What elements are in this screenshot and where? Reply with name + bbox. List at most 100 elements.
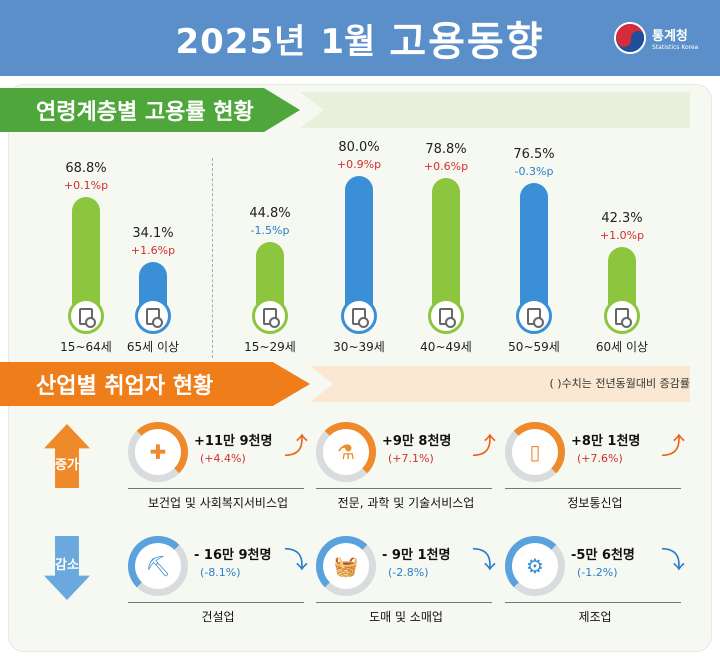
bar-value-label: 78.8% (425, 142, 467, 158)
title-month: 1월 (320, 21, 376, 62)
age-bar-group: 42.3% +1.0%p 60세 이상 (582, 140, 662, 355)
progress-ring-fill (316, 536, 376, 596)
decrease-label: 감소 (55, 558, 79, 573)
document-search-icon (516, 298, 552, 334)
bar-category-label: 65세 이상 (126, 340, 180, 354)
age-employment-chart: 68.8% +0.1%p 15~64세 34.1% +1.6%p 65세 이상 44.8% -… (0, 140, 720, 355)
industry-rate: (+7.6%) (577, 452, 623, 465)
industry-name: 도매 및 소매업 (369, 610, 443, 624)
document-search-icon (252, 298, 288, 334)
bar-value-label: 68.8% (65, 161, 107, 176)
bar-value-label: 34.1% (132, 226, 174, 242)
page-title: 2025년 1월 고용동향 (0, 0, 720, 76)
industry-decrease-item: 🧺 - 9만 1천명 (-2.8%) ⤵ 도매 및 소매업 (316, 536, 496, 626)
bar-change-label: +0.9%p (336, 158, 382, 171)
document-search-icon (135, 298, 171, 334)
bar-value-label: 80.0% (338, 140, 380, 155)
rate-note: ( )수치는 전년동월대비 증감률 (549, 377, 690, 390)
statistics-korea-logo: 통계청 Statistics Korea (614, 18, 706, 58)
age-bar-group: 76.5% -0.3%p 50~59세 (494, 140, 574, 355)
underline (505, 488, 681, 489)
section-industry-title: 산업별 취업자 현황 (36, 374, 214, 399)
chart-divider (212, 158, 213, 358)
decrease-arrow-icon: 감소 (44, 536, 90, 600)
industry-name: 정보통신업 (567, 496, 623, 510)
progress-ring-fill (316, 422, 376, 482)
trend-up-arrow-icon: ⤴ (661, 432, 685, 460)
age-bar-group: 44.8% -1.5%p 15~29세 (230, 140, 310, 355)
logo-text-en: Statistics Korea (652, 44, 699, 51)
age-bar-group: 80.0% +0.9%p 30~39세 (319, 140, 399, 355)
industry-amount: +8만 1천명 (571, 434, 641, 449)
underline (128, 602, 304, 603)
bar-category-label: 50~59세 (508, 340, 560, 354)
bar-change-label: -0.3%p (514, 164, 554, 178)
first-aid-kit-icon: ✚ (149, 440, 167, 464)
industry-amount: +9만 8천명 (382, 434, 452, 449)
age-bar-group: 78.8% +0.6%p 40~49세 (406, 140, 486, 355)
trend-up-arrow-icon: ⤴ (284, 432, 308, 460)
industry-rate: (-1.2%) (577, 566, 618, 579)
industry-name: 건설업 (201, 610, 235, 624)
bar-change-label: +1.6%p (130, 244, 176, 258)
section-age-banner: 연령계층별 고용률 현황 (0, 88, 690, 132)
trend-up-arrow-icon: ⤴ (472, 432, 496, 460)
bar-change-label: +0.6%p (423, 160, 469, 174)
section-age-title: 연령계층별 고용률 현황 (36, 100, 254, 125)
industry-decrease-item: ⚙ -5만 6천명 (-1.2%) ⤵ 제조업 (505, 536, 685, 626)
bar-change-label: -1.5%p (250, 224, 290, 237)
industry-increase-item: ✚ +11만 9천명 (+4.4%) ⤴ 보건업 및 사회복지서비스업 (128, 422, 308, 512)
bar-category-label: 30~39세 (333, 340, 385, 354)
increase-arrow-icon: 증가 (44, 424, 90, 488)
industry-name: 전문, 과학 및 기술서비스업 (337, 496, 475, 510)
progress-ring-fill (128, 536, 188, 596)
document-search-icon (341, 298, 377, 334)
bar-change-label: +0.1%p (63, 179, 109, 192)
title-topic: 고용동향 (389, 19, 545, 65)
age-bar-group: 34.1% +1.6%p 65세 이상 (113, 140, 193, 355)
shopping-basket-icon: 🧺 (333, 554, 359, 578)
industry-rate: (+4.4%) (200, 452, 246, 465)
trend-down-arrow-icon: ⤵ (472, 546, 496, 574)
underline (316, 602, 492, 603)
underline (505, 602, 681, 603)
bar-value-label: 76.5% (513, 146, 555, 162)
industry-increase-item: ▯ +8만 1천명 (+7.6%) ⤴ 정보통신업 (505, 422, 685, 512)
logo-text-ko: 통계청 (652, 29, 688, 44)
document-search-icon (68, 298, 104, 334)
age-bar-group: 68.8% +0.1%p 15~64세 (46, 140, 126, 355)
industry-amount: +11만 9천명 (194, 434, 273, 449)
progress-ring-fill (505, 422, 565, 482)
industry-amount: -5만 6천명 (571, 548, 635, 563)
industry-name: 보건업 및 사회복지서비스업 (147, 496, 289, 510)
progress-ring-fill (505, 536, 565, 596)
industry-amount: - 9만 1천명 (382, 548, 451, 563)
industry-decrease-item: ⛏ - 16만 9천명 (-8.1%) ⤵ 건설업 (128, 536, 308, 626)
document-search-icon (428, 298, 464, 334)
bar-category-label: 60세 이상 (595, 340, 649, 354)
bar-category-label: 40~49세 (420, 340, 472, 354)
increase-label: 증가 (55, 458, 79, 473)
underline (316, 488, 492, 489)
industry-amount: - 16만 9천명 (194, 548, 272, 563)
section-industry-banner: 산업별 취업자 현황 (0, 362, 690, 406)
underline (128, 488, 304, 489)
taegeuk-emblem-icon (614, 22, 646, 54)
gears-icon: ⚙ (526, 554, 544, 578)
bar-value-label: 44.8% (249, 206, 291, 221)
mobile-phone-icon: ▯ (529, 440, 541, 464)
trend-down-arrow-icon: ⤵ (661, 546, 685, 574)
header-banner: 2025년 1월 고용동향 통계청 Statistics Korea (0, 0, 720, 76)
industry-rate: (-8.1%) (200, 566, 241, 579)
document-search-icon (604, 298, 640, 334)
flask-icon: ⚗ (337, 440, 355, 464)
bar-value-label: 42.3% (601, 210, 643, 226)
industry-increase-item: ⚗ +9만 8천명 (+7.1%) ⤴ 전문, 과학 및 기술서비스업 (316, 422, 496, 512)
bar-category-label: 15~29세 (244, 340, 296, 354)
progress-ring-fill (128, 422, 188, 482)
bar-change-label: +1.0%p (599, 228, 645, 242)
industry-rate: (+7.1%) (388, 452, 434, 465)
industry-name: 제조업 (578, 610, 612, 624)
industry-rate: (-2.8%) (388, 566, 429, 579)
bar-category-label: 15~64세 (60, 340, 112, 354)
